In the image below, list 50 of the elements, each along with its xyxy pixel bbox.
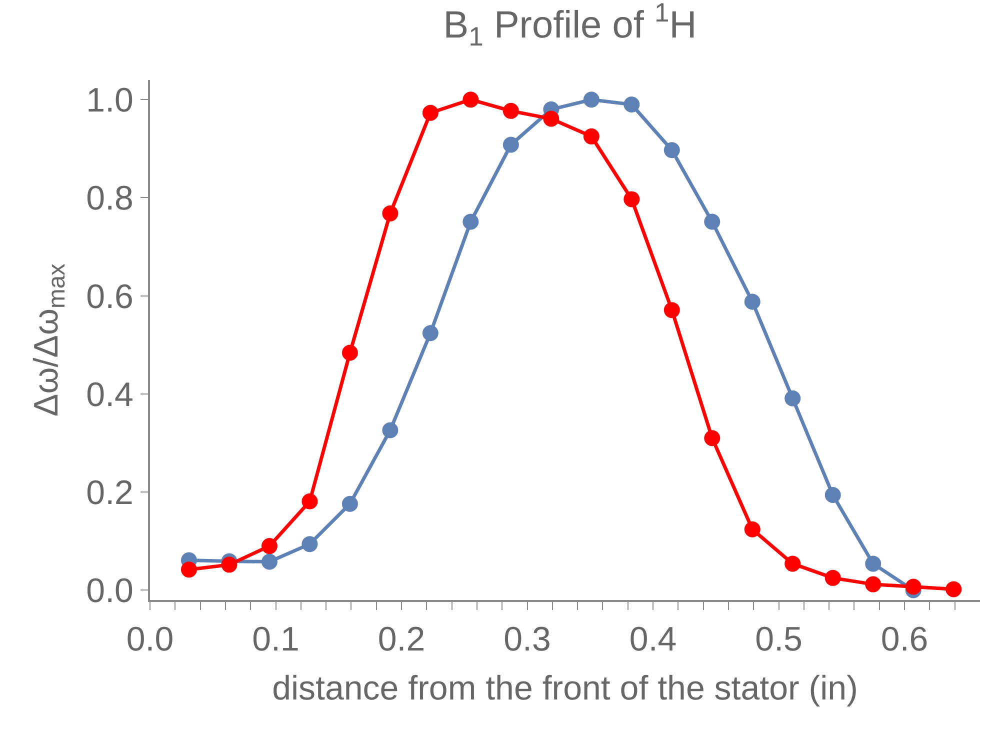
point bbox=[784, 390, 801, 406]
point bbox=[865, 556, 882, 572]
point bbox=[261, 538, 278, 554]
x-tick-label: 0.5 bbox=[755, 620, 802, 659]
point bbox=[583, 128, 600, 144]
point bbox=[543, 110, 560, 127]
x-tick-label: 0.1 bbox=[252, 620, 300, 659]
point bbox=[824, 487, 841, 504]
x-tick-label: 0.4 bbox=[629, 620, 677, 659]
point bbox=[583, 92, 600, 108]
point bbox=[462, 92, 479, 108]
point bbox=[624, 191, 640, 208]
y-tick-label: 0.0 bbox=[86, 572, 134, 610]
point bbox=[302, 493, 318, 510]
x-tick-label: 0.2 bbox=[378, 620, 426, 659]
chart-title: B$_{1}$ Profile of $^{1}$H bbox=[443, 0, 697, 52]
x-axis-title: distance from the front of the stator (in) bbox=[272, 669, 858, 708]
point bbox=[382, 205, 398, 222]
point bbox=[221, 556, 238, 573]
point bbox=[824, 570, 841, 586]
point bbox=[180, 562, 197, 578]
point bbox=[946, 581, 962, 598]
point bbox=[704, 430, 720, 446]
point bbox=[502, 102, 519, 119]
point bbox=[502, 136, 519, 153]
y-tick-label: 1.0 bbox=[86, 82, 134, 120]
point bbox=[422, 104, 438, 121]
point bbox=[382, 422, 398, 438]
point bbox=[342, 344, 358, 361]
point bbox=[302, 536, 318, 552]
x-tick-label: 0.3 bbox=[504, 620, 551, 659]
point bbox=[422, 325, 438, 342]
x-tick-label: 0.6 bbox=[880, 620, 928, 659]
point bbox=[744, 521, 760, 538]
point bbox=[905, 578, 922, 595]
point bbox=[261, 554, 278, 570]
x-tick-label: 0.0 bbox=[126, 620, 174, 659]
point bbox=[744, 294, 760, 310]
point bbox=[865, 576, 882, 592]
point bbox=[704, 214, 720, 230]
point bbox=[462, 214, 479, 230]
y-tick-label: 0.4 bbox=[86, 376, 134, 414]
point bbox=[664, 142, 680, 158]
y-tick-label: 0.8 bbox=[86, 180, 134, 218]
y-tick-label: 0.2 bbox=[86, 474, 134, 512]
point bbox=[624, 96, 640, 113]
point bbox=[784, 556, 801, 572]
y-tick-label: 0.6 bbox=[86, 278, 134, 316]
point bbox=[664, 302, 680, 318]
point bbox=[342, 496, 358, 512]
